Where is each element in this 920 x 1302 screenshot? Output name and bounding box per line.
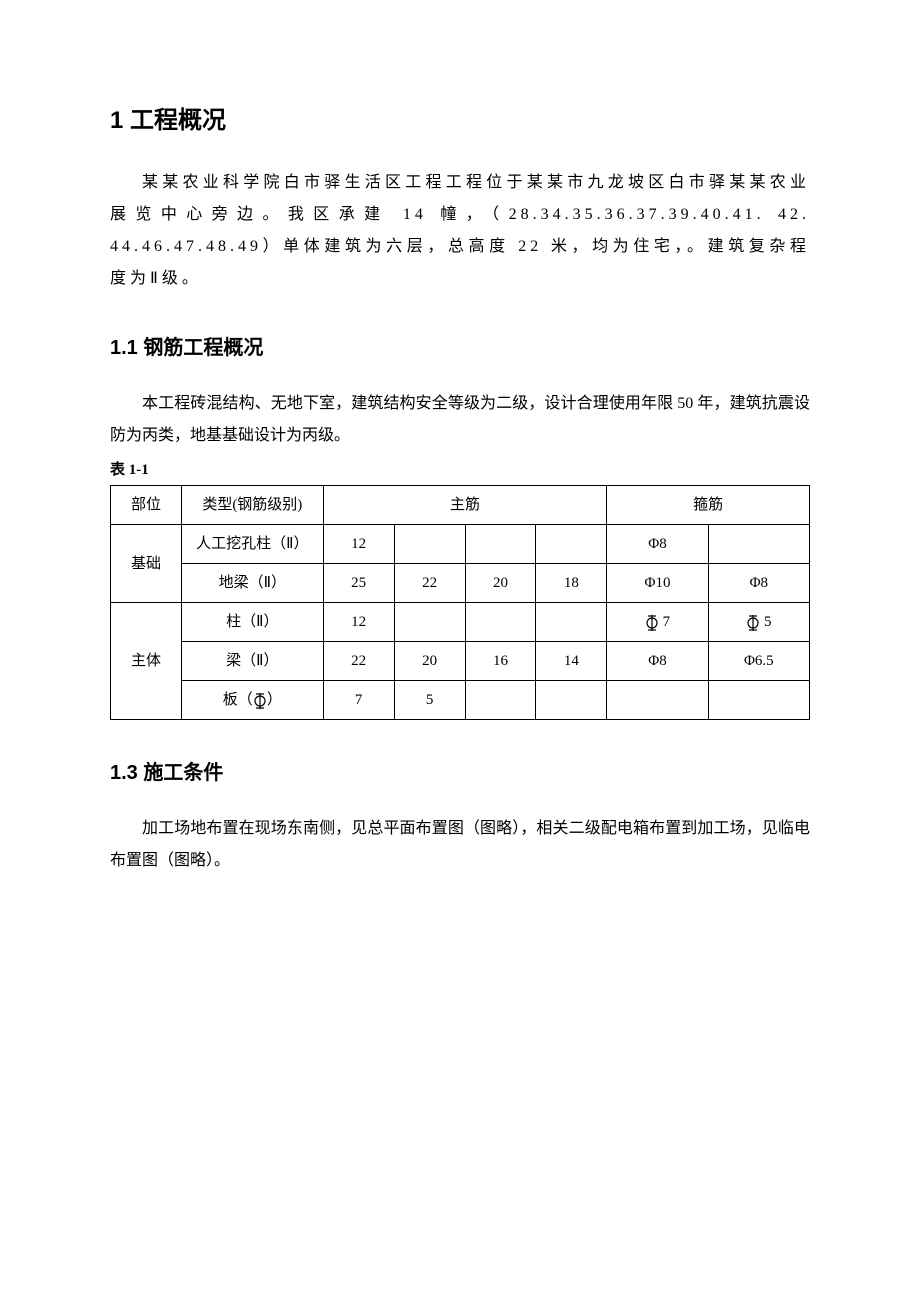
section-heading-1-1: 1.1 钢筋工程概况 [110, 331, 810, 360]
table-row: 主体 柱（Ⅱ） 12 7 5 [111, 603, 810, 642]
cell-stir-value: 5 [764, 614, 772, 630]
cell-stir: Φ8 [607, 642, 708, 681]
cell-main: 18 [536, 564, 607, 603]
table-row: 梁（Ⅱ） 22 20 16 14 Φ8 Φ6.5 [111, 642, 810, 681]
cell-main: 16 [465, 642, 536, 681]
cell-main [394, 525, 465, 564]
cell-main: 20 [394, 642, 465, 681]
cell-stir: Φ6.5 [708, 642, 809, 681]
paragraph-steel: 本工程砖混结构、无地下室，建筑结构安全等级为二级，设计合理使用年限 50 年，建… [110, 388, 810, 452]
cell-main [394, 603, 465, 642]
cell-main: 22 [394, 564, 465, 603]
paragraph-overview: 某某农业科学院白市驿生活区工程工程位于某某市九龙坡区白市驿某某农业展览中心旁边。… [110, 167, 810, 295]
cell-main [536, 603, 607, 642]
cell-main [465, 603, 536, 642]
cell-stir [708, 681, 809, 720]
cell-main [536, 681, 607, 720]
cell-main [465, 681, 536, 720]
phi-stroked-icon [645, 615, 659, 631]
cell-main: 20 [465, 564, 536, 603]
cell-main [536, 525, 607, 564]
table-row: 地梁（Ⅱ） 25 22 20 18 Φ10 Φ8 [111, 564, 810, 603]
cell-type: 地梁（Ⅱ） [181, 564, 323, 603]
header-main: 主筋 [323, 486, 607, 525]
table-caption: 表 1-1 [110, 458, 810, 479]
cell-type: 人工挖孔柱（Ⅱ） [181, 525, 323, 564]
cell-part: 主体 [111, 603, 182, 720]
section-heading-1-3: 1.3 施工条件 [110, 756, 810, 785]
cell-stir: Φ10 [607, 564, 708, 603]
cell-main: 12 [323, 603, 394, 642]
cell-stir [607, 681, 708, 720]
cell-type: 梁（Ⅱ） [181, 642, 323, 681]
cell-main [465, 525, 536, 564]
table-row: 基础 人工挖孔柱（Ⅱ） 12 Φ8 [111, 525, 810, 564]
cell-part: 基础 [111, 525, 182, 603]
phi-stroked-icon [746, 615, 760, 631]
table-row: 板（ ） 7 5 [111, 681, 810, 720]
header-stirrup: 箍筋 [607, 486, 810, 525]
header-type: 类型(钢筋级别) [181, 486, 323, 525]
cell-type-post: ） [267, 692, 282, 708]
phi-stroked-icon [253, 693, 267, 709]
cell-main: 14 [536, 642, 607, 681]
cell-type: 板（ ） [181, 681, 323, 720]
rebar-table: 部位 类型(钢筋级别) 主筋 箍筋 基础 人工挖孔柱（Ⅱ） 12 Φ8 地梁（Ⅱ… [110, 485, 810, 720]
cell-main: 25 [323, 564, 394, 603]
cell-stir: 7 [607, 603, 708, 642]
cell-stir: Φ8 [708, 564, 809, 603]
paragraph-conditions: 加工场地布置在现场东南侧，见总平面布置图（图略），相关二级配电箱布置到加工场，见… [110, 813, 810, 877]
cell-main: 7 [323, 681, 394, 720]
header-part: 部位 [111, 486, 182, 525]
cell-stir: Φ8 [607, 525, 708, 564]
cell-stir-value: 7 [663, 614, 671, 630]
cell-main: 12 [323, 525, 394, 564]
cell-stir: 5 [708, 603, 809, 642]
cell-type: 柱（Ⅱ） [181, 603, 323, 642]
cell-main: 22 [323, 642, 394, 681]
cell-type-pre: 板（ [223, 692, 253, 708]
cell-stir [708, 525, 809, 564]
table-header-row: 部位 类型(钢筋级别) 主筋 箍筋 [111, 486, 810, 525]
section-heading-1: 1 工程概况 [110, 100, 810, 135]
cell-main: 5 [394, 681, 465, 720]
